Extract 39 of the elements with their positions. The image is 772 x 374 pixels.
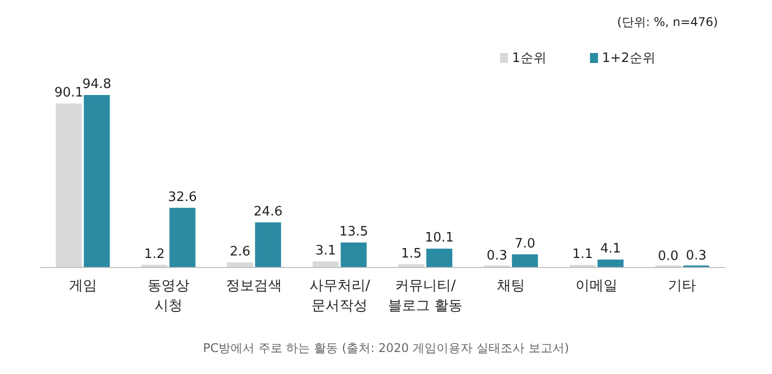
x-tick-label: 기타 <box>668 278 696 294</box>
x-tick-label: 이메일 <box>576 278 618 294</box>
data-label: 2.6 <box>230 244 250 260</box>
data-label: 13.5 <box>339 224 368 240</box>
data-label: 1.1 <box>572 247 593 262</box>
x-tick-label: 사무처리/문서작성 <box>309 278 370 314</box>
data-label: 94.8 <box>82 77 112 92</box>
data-label: 24.6 <box>254 204 283 220</box>
data-label: 0.3 <box>686 248 707 264</box>
text: (단위: %, n=476) <box>617 15 718 29</box>
bar <box>426 248 452 267</box>
data-label: 0.0 <box>658 249 679 264</box>
x-tick-label: 채팅 <box>496 278 525 294</box>
data-label: 7.0 <box>514 236 536 252</box>
bar <box>398 264 424 267</box>
text: PC방에서 주로 하는 활동 (출처: 2020 게임이용자 실태조사 보고서) <box>202 341 570 355</box>
legend-label: 1+2순위 <box>602 51 656 66</box>
data-label: 10.1 <box>424 230 454 246</box>
x-tick-label: 정보검색 <box>226 278 282 294</box>
x-tick-label: 커뮤니티/블로그 활동 <box>388 278 463 314</box>
bar <box>169 208 196 267</box>
data-label: 4.1 <box>600 242 621 257</box>
x-tick-label: 동영상 시청 <box>147 278 190 314</box>
bar <box>255 222 282 267</box>
data-label: 32.6 <box>168 190 197 205</box>
bar <box>512 254 538 267</box>
bar <box>56 104 82 267</box>
x-tick-label: 게임 <box>68 278 97 294</box>
data-label: 3.1 <box>315 243 336 258</box>
bar <box>227 262 254 267</box>
bar <box>312 261 339 267</box>
bar <box>340 242 367 267</box>
bar <box>84 95 110 267</box>
data-label: 1.5 <box>400 246 422 262</box>
data-label: 0.3 <box>486 248 508 264</box>
data-label: 1.2 <box>144 246 165 262</box>
data-label: 90.1 <box>54 86 84 101</box>
legend-label: 1순위 <box>512 51 546 66</box>
bar <box>598 260 624 267</box>
